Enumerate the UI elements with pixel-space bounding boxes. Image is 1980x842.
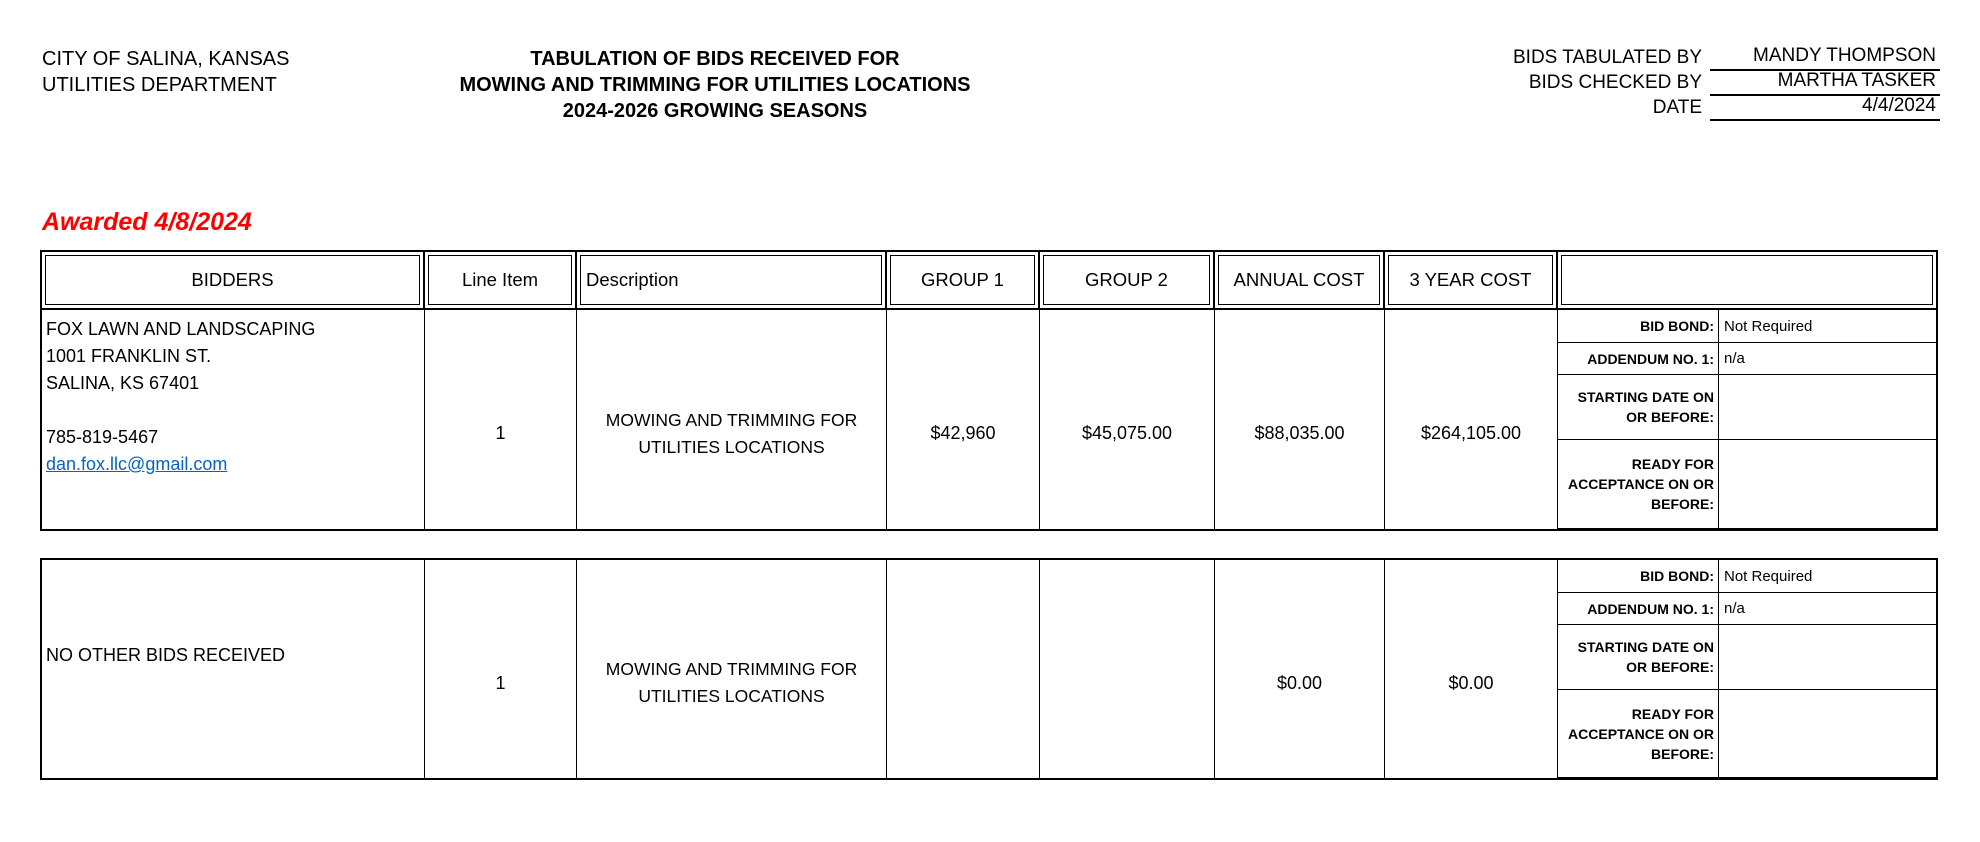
col-header-bidders: BIDDERS (45, 255, 420, 305)
ready-for-acceptance-value (1718, 690, 1936, 778)
description-text: MOWING AND TRIMMING FOR UTILITIES LOCATI… (605, 659, 858, 706)
three-year-cost-cell: $0.00 (1385, 560, 1558, 778)
bid-details-panel: BID BOND: Not Required ADDENDUM NO. 1: n… (1558, 560, 1936, 778)
group2-cell (1040, 560, 1215, 778)
group1-cell (887, 560, 1040, 778)
line-item-cell: 1 (425, 310, 577, 529)
org-line-1: CITY OF SALINA, KANSAS (42, 48, 290, 70)
group1-cell: $42,960 (887, 310, 1040, 529)
col-header-group2: GROUP 2 (1043, 255, 1210, 305)
bids-checked-by-label: BIDS CHECKED BY (1528, 72, 1702, 93)
addendum1-value: n/a (1718, 593, 1936, 625)
starting-date-label: STARTING DATE ON OR BEFORE: (1558, 375, 1718, 440)
line-item-cell: 1 (425, 560, 577, 778)
bid-details-panel: BID BOND: Not Required ADDENDUM NO. 1: n… (1558, 310, 1936, 529)
ready-for-acceptance-value (1718, 440, 1936, 529)
three-year-cost-cell: $264,105.00 (1385, 310, 1558, 529)
table-row: FOX LAWN AND LANDSCAPING 1001 FRANKLIN S… (42, 310, 1936, 529)
annual-cost-cell: $0.00 (1215, 560, 1385, 778)
addendum1-value: n/a (1718, 343, 1936, 375)
bidder-cell: FOX LAWN AND LANDSCAPING 1001 FRANKLIN S… (42, 310, 425, 529)
date-label: DATE (1652, 97, 1702, 118)
bid-bond-value: Not Required (1718, 310, 1936, 343)
bids-checked-by-row: BIDS CHECKED BY MARTHA TASKER (1440, 70, 1940, 96)
bid-bond-value: Not Required (1718, 560, 1936, 593)
ready-for-acceptance-label: READY FOR ACCEPTANCE ON OR BEFORE: (1558, 440, 1718, 529)
org-block: CITY OF SALINA, KANSAS UTILITIES DEPARTM… (42, 46, 289, 98)
bidder-phone: 785-819-5467 (46, 427, 159, 447)
starting-date-value (1718, 375, 1936, 440)
table-header-row: BIDDERS Line Item Description GROUP 1 GR… (42, 252, 1936, 310)
addendum1-label: ADDENDUM NO. 1: (1558, 343, 1718, 375)
blank-line (46, 397, 420, 424)
starting-date-value (1718, 625, 1936, 690)
date-value: 4/4/2024 (1710, 95, 1940, 121)
bidder-email-link[interactable]: dan.fox.llc@gmail.com (46, 454, 228, 474)
group2-cell: $45,075.00 (1040, 310, 1215, 529)
bids-tabulated-by-value: MANDY THOMPSON (1710, 45, 1940, 71)
col-header-3-year-cost: 3 YEAR COST (1388, 255, 1553, 305)
annual-cost-cell: $88,035.00 (1215, 310, 1385, 529)
document-title: TABULATION OF BIDS RECEIVED FOR MOWING A… (420, 46, 1010, 124)
description-text: MOWING AND TRIMMING FOR UTILITIES LOCATI… (605, 409, 858, 457)
bid-table-primary: BIDDERS Line Item Description GROUP 1 GR… (40, 250, 1938, 531)
description-cell: MOWING AND TRIMMING FOR UTILITIES LOCATI… (577, 560, 887, 778)
col-header-line-item: Line Item (428, 255, 572, 305)
bids-checked-by-value: MARTHA TASKER (1710, 70, 1940, 96)
ready-for-acceptance-label: READY FOR ACCEPTANCE ON OR BEFORE: (1558, 690, 1718, 778)
col-header-group1: GROUP 1 (890, 255, 1035, 305)
col-header-description: Description (580, 255, 882, 305)
addendum1-label: ADDENDUM NO. 1: (1558, 593, 1718, 625)
bidder-cell: NO OTHER BIDS RECEIVED (42, 560, 425, 778)
bids-tabulated-by-row: BIDS TABULATED BY MANDY THOMPSON (1440, 45, 1940, 71)
org-line-2: UTILITIES DEPARTMENT (42, 74, 277, 96)
title-line-1: TABULATION OF BIDS RECEIVED FOR (530, 48, 900, 70)
starting-date-label: STARTING DATE ON OR BEFORE: (1558, 625, 1718, 690)
date-row: DATE 4/4/2024 (1440, 95, 1940, 121)
description-cell: MOWING AND TRIMMING FOR UTILITIES LOCATI… (577, 310, 887, 529)
bidder-name: FOX LAWN AND LANDSCAPING (46, 319, 316, 339)
bids-tabulated-by-label: BIDS TABULATED BY (1513, 47, 1702, 68)
bidder-address-line1: 1001 FRANKLIN ST. (46, 346, 212, 366)
col-header-notes (1561, 255, 1933, 305)
bid-table-secondary: NO OTHER BIDS RECEIVED 1 MOWING AND TRIM… (40, 558, 1938, 780)
awarded-note: Awarded 4/8/2024 (42, 208, 252, 236)
tabulation-fields: BIDS TABULATED BY MANDY THOMPSON BIDS CH… (1440, 45, 1940, 121)
bid-bond-label: BID BOND: (1558, 560, 1718, 593)
col-header-annual-cost: ANNUAL COST (1218, 255, 1380, 305)
title-line-3: 2024-2026 GROWING SEASONS (562, 100, 868, 122)
bid-bond-label: BID BOND: (1558, 310, 1718, 343)
title-line-2: MOWING AND TRIMMING FOR UTILITIES LOCATI… (459, 74, 971, 96)
bidder-address-line2: SALINA, KS 67401 (46, 373, 200, 393)
table-row: NO OTHER BIDS RECEIVED 1 MOWING AND TRIM… (42, 560, 1936, 778)
